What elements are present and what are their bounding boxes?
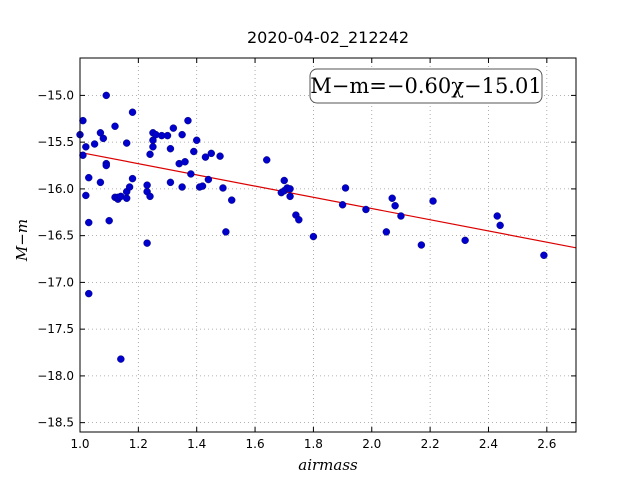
data-point xyxy=(128,174,137,183)
data-point xyxy=(178,183,186,191)
data-point xyxy=(85,173,93,182)
data-point xyxy=(362,205,370,214)
data-point xyxy=(388,194,396,202)
y-tick-label: −18.0 xyxy=(37,369,74,383)
data-point xyxy=(79,116,87,125)
data-point xyxy=(105,216,113,225)
data-point xyxy=(391,202,399,210)
data-point xyxy=(82,143,90,151)
data-point xyxy=(338,201,347,209)
x-tick-label: 2.2 xyxy=(421,437,440,451)
x-tick-label: 1.2 xyxy=(129,437,148,451)
data-point xyxy=(190,147,198,156)
data-point xyxy=(166,178,175,187)
data-point xyxy=(96,178,105,187)
data-point xyxy=(286,192,294,201)
data-point xyxy=(169,124,178,132)
data-point xyxy=(166,144,175,153)
data-point xyxy=(187,170,195,178)
y-tick-label: −15.5 xyxy=(37,135,74,149)
plot-frame xyxy=(79,57,577,433)
data-point xyxy=(163,131,172,140)
data-point xyxy=(79,151,87,159)
x-tick-label: 1.8 xyxy=(304,437,323,451)
data-point xyxy=(228,196,236,204)
y-tick-label: −15.0 xyxy=(37,88,74,102)
y-tick-label: −18.5 xyxy=(37,416,74,430)
data-point xyxy=(309,232,318,241)
x-tick-label: 2.6 xyxy=(537,437,556,451)
data-point xyxy=(540,251,548,259)
data-point xyxy=(216,152,224,160)
data-point xyxy=(143,239,151,247)
data-point xyxy=(286,185,294,193)
data-point xyxy=(219,184,227,192)
data-point xyxy=(143,181,151,189)
data-point xyxy=(222,228,230,236)
chart-title: 2020-04-02_212242 xyxy=(247,28,409,48)
data-point xyxy=(493,212,501,220)
data-point xyxy=(102,161,110,170)
x-tick-label: 1.6 xyxy=(246,437,265,451)
data-point xyxy=(496,221,504,230)
y-tick-label: −17.5 xyxy=(37,322,74,336)
data-point xyxy=(149,143,157,151)
data-point xyxy=(204,175,213,184)
x-tick-label: 2.4 xyxy=(479,437,498,451)
data-point xyxy=(193,136,201,144)
data-point xyxy=(417,241,426,249)
annotation-box xyxy=(309,68,543,104)
y-tick-label: −16.5 xyxy=(37,229,74,243)
data-point xyxy=(397,212,405,220)
data-point xyxy=(146,150,154,159)
data-point xyxy=(181,158,189,166)
data-point xyxy=(111,122,119,130)
data-point xyxy=(263,156,271,164)
data-point xyxy=(184,116,192,125)
data-point xyxy=(99,134,108,143)
data-point xyxy=(429,197,437,205)
fit-equation: M−m=−0.60χ−15.01 xyxy=(310,74,541,98)
data-point xyxy=(102,91,110,100)
x-tick-label: 1.0 xyxy=(70,437,89,451)
data-point xyxy=(382,228,391,236)
data-point xyxy=(341,184,350,192)
data-point xyxy=(178,130,186,139)
data-point xyxy=(122,139,131,147)
data-point xyxy=(90,140,99,148)
x-tick-label: 1.4 xyxy=(187,437,206,451)
data-point xyxy=(125,183,134,191)
data-point xyxy=(85,289,93,298)
data-point xyxy=(201,153,210,161)
fit-line xyxy=(79,151,577,249)
data-point xyxy=(122,194,131,202)
plot-area: 1.0 1.2 1.4 1.6 1.8 2.0 2.2 2.4 2.6 −15.0 −15.5 −16… xyxy=(37,57,577,451)
data-point xyxy=(207,149,215,158)
data-point xyxy=(461,236,469,245)
y-tick-label: −17.0 xyxy=(37,275,74,289)
data-point xyxy=(146,192,154,201)
data-point xyxy=(198,182,207,190)
y-axis-label: M−m xyxy=(13,219,31,262)
data-point xyxy=(82,191,90,200)
data-point xyxy=(85,218,93,227)
data-point xyxy=(117,355,125,363)
y-tick-label: −16.0 xyxy=(37,182,74,196)
x-tick-label: 2.0 xyxy=(362,437,381,451)
data-point xyxy=(128,108,137,116)
x-axis-label: airmass xyxy=(298,456,358,474)
data-point xyxy=(280,176,288,185)
data-point xyxy=(295,216,303,224)
